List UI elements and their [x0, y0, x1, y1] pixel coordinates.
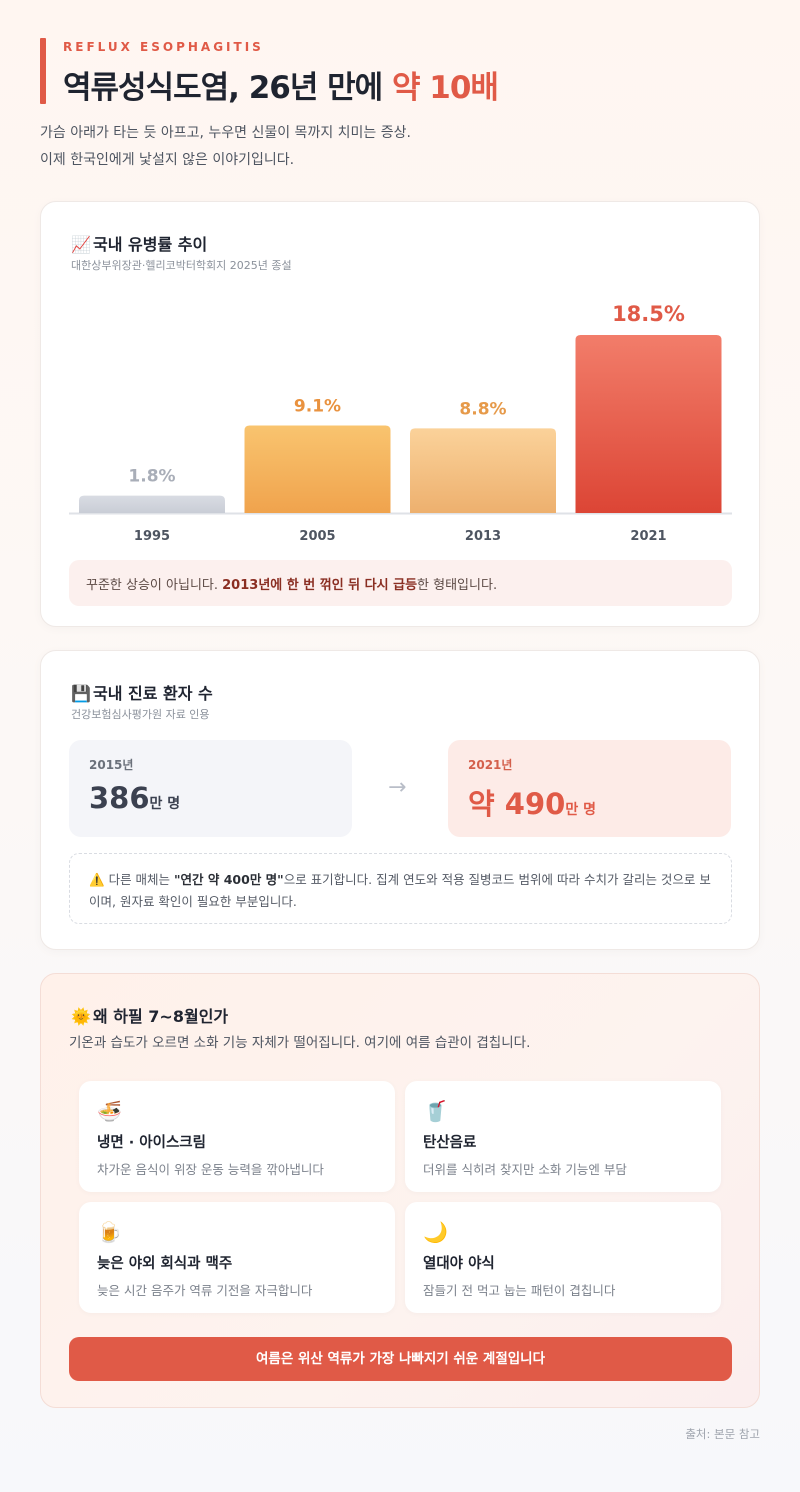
note-pre: 다른 매체는: [108, 872, 175, 887]
x-tick-2013: 2013: [465, 529, 501, 544]
stat-2021: 2021년 약 490만 명: [448, 740, 731, 837]
prevalence-title-text: 국내 유병률 추이: [93, 235, 208, 254]
tile-title: 늦은 야외 회식과 맥주: [97, 1256, 233, 1272]
stat-2021-value: 약 490만 명: [468, 781, 711, 823]
title-main: 역류성식도염, 26년 만에: [63, 70, 392, 106]
tile-title: 냉면 · 아이스크림: [97, 1135, 206, 1151]
stat-2021-number: 약 490: [468, 787, 566, 821]
stat-2015-year: 2015년: [89, 758, 134, 772]
data-label-2005: 9.1%: [294, 396, 341, 416]
intro-line-1: 가슴 아래가 타는 듯 아프고, 누우면 신물이 목까지 치미는 증상.: [40, 125, 411, 141]
note-post: 으로 표기합니다. 집계 연도와 적용 질병코드 범위에 따라 수치가 갈리는 …: [89, 872, 711, 909]
bar-1995: [79, 495, 225, 513]
stat-2021-unit: 만 명: [565, 802, 596, 818]
prevalence-title: 📈 국내 유병률 추이: [71, 231, 207, 255]
stat-2015-unit: 만 명: [149, 796, 181, 812]
tile-desc: 차가운 음식이 위장 운동 능력을 깎아냅니다: [97, 1162, 324, 1177]
title-accent: 약 10배: [391, 70, 499, 106]
note-bold: "연간 약 400만 명": [174, 872, 284, 887]
summer-cta-banner: 여름은 위산 역류가 가장 나빠지기 쉬운 계절입니다: [69, 1337, 732, 1381]
tile-desc: 잠들기 전 먹고 눕는 패턴이 겹칩니다: [423, 1283, 616, 1298]
stat-2015: 2015년 386만 명: [69, 740, 352, 837]
prevalence-card: 📈 국내 유병률 추이 대한상부위장관·헬리코박터학회지 2025년 종설 1.8…: [40, 201, 760, 627]
patients-note: ⚠️ 다른 매체는 "연간 약 400만 명"으로 표기합니다. 집계 연도와 …: [69, 853, 732, 924]
data-label-2013: 8.8%: [459, 399, 506, 419]
tile-naengmyeon: 🍜 냉면 · 아이스크림 차가운 음식이 위장 운동 능력을 깎아냅니다: [79, 1081, 395, 1192]
x-tick-1995: 1995: [134, 529, 170, 544]
prevalence-bar-chart: 1.8% 1995 9.1% 2005 8.8% 2013 18.5% 2021: [69, 302, 732, 544]
prevalence-source: 대한상부위장관·헬리코박터학회지 2025년 종설: [71, 259, 292, 272]
data-label-1995: 1.8%: [128, 467, 175, 487]
warning-icon: ⚠️: [89, 872, 105, 887]
chart-trend-icon: 📈: [71, 235, 91, 254]
callout-post: 한 형태입니다.: [417, 578, 498, 593]
x-tick-2021: 2021: [630, 529, 666, 544]
tile-beer: 🍺 늦은 야외 회식과 맥주 늦은 시간 음주가 역류 기전을 자극합니다: [79, 1202, 395, 1313]
page-title: 역류성식도염, 26년 만에 약 10배: [63, 62, 499, 107]
soda-cup-icon: 🥤: [423, 1099, 448, 1123]
eyebrow-label: REFLUX ESOPHAGITIS: [63, 40, 264, 54]
tile-soda: 🥤 탄산음료 더위를 식히려 찾지만 소화 기능엔 부담: [405, 1081, 721, 1192]
footer-source: 출처: 본문 참고: [685, 1427, 760, 1441]
patients-source: 건강보험심사평가원 자료 인용: [71, 708, 210, 721]
callout-bold: 2013년에 한 번 꺾인 뒤 다시 급등: [222, 578, 418, 593]
crescent-moon-icon: 🌙: [423, 1220, 448, 1244]
data-label-2021: 18.5%: [612, 302, 685, 326]
bar-2013: [410, 428, 556, 513]
callout-pre: 꾸준한 상승이 아닙니다.: [86, 578, 223, 593]
tile-late-snack: 🌙 열대야 야식 잠들기 전 먹고 눕는 패턴이 겹칩니다: [405, 1202, 721, 1313]
tile-title: 탄산음료: [423, 1135, 477, 1151]
tile-desc: 더위를 식히려 찾지만 소화 기능엔 부담: [423, 1162, 627, 1177]
floppy-disk-icon: 💾: [71, 684, 91, 703]
stat-2021-year: 2021년: [468, 758, 513, 772]
summer-card: 🌞 왜 하필 7~8월인가 기온과 습도가 오르면 소화 기능 자체가 떨어집니다…: [40, 973, 760, 1408]
stat-2015-number: 386: [89, 781, 150, 815]
intro-line-2: 이제 한국인에게 낯설지 않은 이야기입니다.: [40, 152, 295, 168]
x-tick-2005: 2005: [299, 529, 335, 544]
arrow-right-icon: →: [388, 775, 407, 800]
bar-2005: [244, 425, 391, 513]
bar-2021: [575, 335, 722, 513]
summer-title-text: 왜 하필 7~8월인가: [93, 1007, 229, 1026]
noodle-bowl-icon: 🍜: [97, 1099, 122, 1123]
patients-card: 💾 국내 진료 환자 수 건강보험심사평가원 자료 인용 2015년 386만 명…: [40, 650, 760, 950]
summer-title: 🌞 왜 하필 7~8월인가: [71, 1003, 228, 1027]
summer-subtitle: 기온과 습도가 오르면 소화 기능 자체가 떨어집니다. 여기에 여름 습관이 …: [69, 1035, 531, 1051]
tile-title: 열대야 야식: [423, 1256, 495, 1272]
prevalence-callout: 꾸준한 상승이 아닙니다. 2013년에 한 번 꺾인 뒤 다시 급등한 형태입…: [69, 560, 732, 606]
tile-desc: 늦은 시간 음주가 역류 기전을 자극합니다: [97, 1283, 313, 1298]
accent-bar: [40, 38, 46, 104]
patients-title: 💾 국내 진료 환자 수: [71, 680, 213, 704]
sun-icon: 🌞: [71, 1007, 91, 1026]
beer-mug-icon: 🍺: [97, 1220, 122, 1244]
patients-title-text: 국내 진료 환자 수: [93, 684, 213, 703]
intro-text: 가슴 아래가 타는 듯 아프고, 누우면 신물이 목까지 치미는 증상. 이제 …: [40, 120, 411, 174]
stat-2015-value: 386만 명: [89, 781, 332, 815]
